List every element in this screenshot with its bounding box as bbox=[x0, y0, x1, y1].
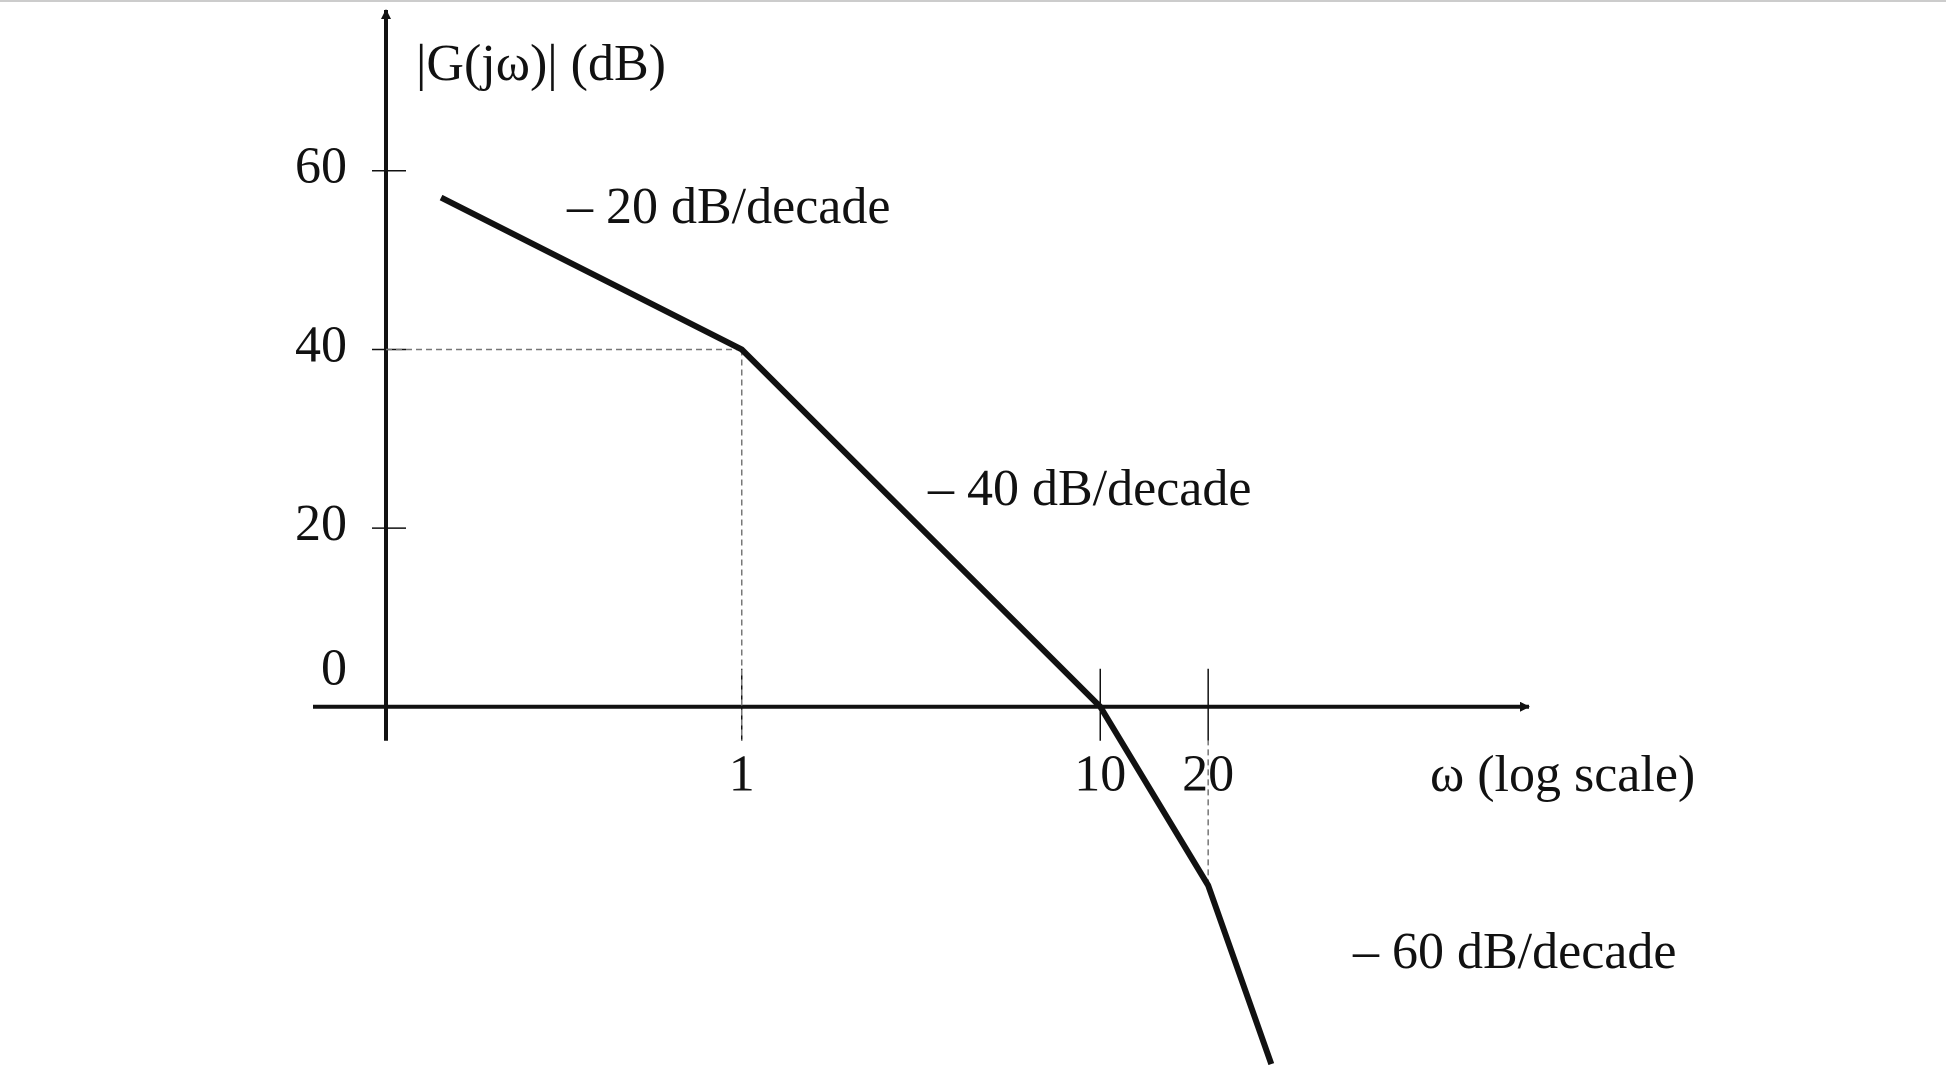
x-axis-label: ω (log scale) bbox=[1430, 746, 1695, 803]
y-tick-label: 0 bbox=[321, 640, 347, 697]
y-tick-label: 20 bbox=[295, 495, 347, 552]
y-axis-label: |G(jω)| (dB) bbox=[416, 35, 666, 92]
slope-annotation: – 20 dB/decade bbox=[566, 178, 890, 235]
line-series bbox=[439, 194, 1275, 1066]
slope-annotation: – 40 dB/decade bbox=[927, 460, 1251, 517]
y-tick-label: 60 bbox=[295, 138, 347, 195]
y-tick-label: 40 bbox=[295, 316, 347, 373]
x-tick-label: 1 bbox=[729, 746, 755, 803]
slope-annotation: – 60 dB/decade bbox=[1352, 923, 1676, 980]
x-tick-label: 10 bbox=[1074, 746, 1126, 803]
